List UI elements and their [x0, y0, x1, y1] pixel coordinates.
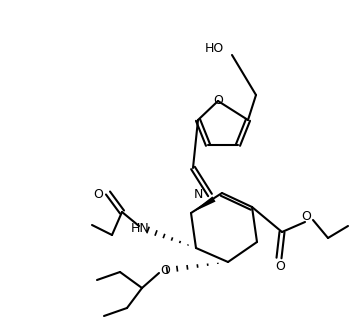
Polygon shape	[191, 197, 216, 213]
Text: O: O	[93, 188, 103, 201]
Text: O: O	[301, 211, 311, 223]
Text: HO: HO	[205, 43, 224, 56]
Text: O: O	[275, 260, 285, 272]
Text: N: N	[194, 188, 203, 201]
Text: HN: HN	[131, 222, 150, 235]
Text: O: O	[160, 265, 170, 278]
Text: O: O	[213, 94, 223, 107]
